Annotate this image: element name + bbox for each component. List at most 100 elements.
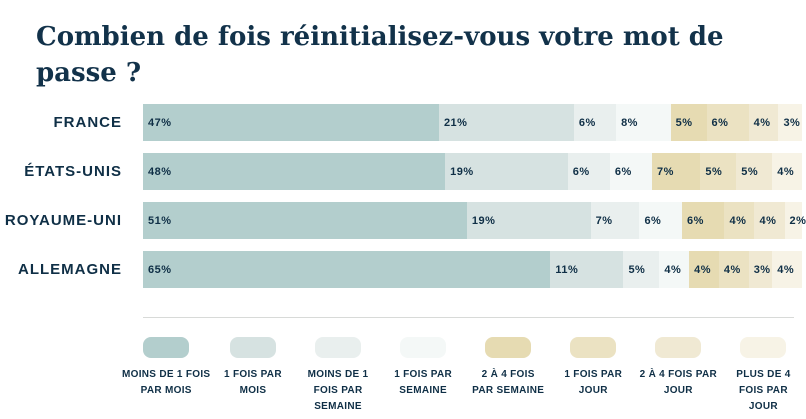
bar-segment: 3% xyxy=(778,104,802,141)
legend-label: MOINS DE 1 FOIS PAR MOIS xyxy=(122,369,211,396)
bar-segment: 5% xyxy=(700,153,737,190)
segment-value-label: 4% xyxy=(723,263,741,276)
legend-swatch xyxy=(570,337,617,358)
row-bar: 47% 21% 6% 8% 5% 6% 4% 3% xyxy=(143,104,802,141)
bar-segment: 5% xyxy=(623,251,660,288)
segment-value-label: 5% xyxy=(741,165,759,178)
segment-value-label: 6% xyxy=(644,214,662,227)
bar-segment: 6% xyxy=(681,202,725,239)
segment-value-label: 47% xyxy=(148,116,172,129)
legend-swatch xyxy=(229,337,276,358)
bar-segment: 5% xyxy=(670,104,707,141)
bar-segment: 5% xyxy=(736,153,773,190)
bar-segment: 6% xyxy=(573,104,617,141)
bar-segment: 4% xyxy=(772,153,803,190)
chart-rows: FRANCE 47% 21% 6% 8% 5% 6% 4% 3% ÉTATS-UNIS 48% 19%… xyxy=(0,104,806,288)
segment-value-label: 6% xyxy=(711,116,729,129)
row-bar: 65% 11% 5% 4% 4% 4% 3% 4% xyxy=(143,251,803,288)
legend-item: 1 FOIS PAR MOIS xyxy=(210,337,295,415)
row-bar: 51% 19% 7% 6% 6% 4% 4% 2% xyxy=(143,202,806,239)
legend-swatch xyxy=(740,337,787,358)
bar-segment: 7% xyxy=(590,202,640,239)
legend-label: 1 FOIS PAR MOIS xyxy=(224,369,282,396)
segment-value-label: 19% xyxy=(471,214,496,227)
chart-row: ROYAUME-UNI 51% 19% 7% 6% 6% 4% 4% 2% xyxy=(0,202,806,239)
bar-segment: 4% xyxy=(659,251,690,288)
bar-segment: 6% xyxy=(609,153,653,190)
row-label: ÉTATS-UNIS xyxy=(24,163,122,180)
row-bar: 48% 19% 6% 6% 7% 5% 5% 4% xyxy=(143,153,803,190)
legend-swatch xyxy=(143,337,190,358)
bar-segment: 11% xyxy=(550,251,624,288)
legend-label: 1 FOIS PAR JOUR xyxy=(564,369,623,396)
segment-value-label: 48% xyxy=(148,165,172,178)
bar-segment: 4% xyxy=(724,202,755,239)
bar-segment: 19% xyxy=(466,202,591,239)
segment-value-label: 3% xyxy=(783,116,801,129)
bar-segment: 4% xyxy=(748,104,779,141)
legend-item: 2 À 4 FOIS PAR JOUR xyxy=(636,337,721,415)
segment-value-label: 21% xyxy=(443,116,468,129)
legend-item: PLUS DE 4 FOIS PAR JOUR xyxy=(721,337,806,415)
segment-value-label: 5% xyxy=(628,263,646,276)
segment-value-label: 7% xyxy=(595,214,613,227)
bar-segment: 19% xyxy=(445,153,568,190)
bar-segment: 48% xyxy=(143,153,446,190)
bar-segment: 4% xyxy=(754,202,785,239)
legend-item: 1 FOIS PAR SEMAINE xyxy=(381,337,466,415)
legend-label: 2 À 4 FOIS PAR JOUR xyxy=(639,369,718,396)
legend-swatch xyxy=(485,337,532,358)
legend: MOINS DE 1 FOIS PAR MOIS 1 FOIS PAR MOIS MOI… xyxy=(122,337,806,415)
segment-value-label: 11% xyxy=(555,263,579,276)
bar-segment: 51% xyxy=(143,202,467,239)
legend-item: 2 À 4 FOIS PAR SEMAINE xyxy=(466,337,551,415)
bar-segment: 65% xyxy=(143,251,551,288)
segment-value-label: 4% xyxy=(777,165,795,178)
legend-divider xyxy=(143,317,794,318)
bar-segment: 3% xyxy=(748,251,773,288)
legend-item: MOINS DE 1 FOIS PAR MOIS xyxy=(122,337,210,415)
row-label: ROYAUME-UNI xyxy=(4,212,122,229)
row-label: ALLEMAGNE xyxy=(18,261,122,278)
segment-value-label: 3% xyxy=(753,263,771,276)
bar-segment: 6% xyxy=(567,153,610,190)
legend-label: PLUS DE 4 FOIS PAR JOUR xyxy=(736,369,791,412)
segment-value-label: 7% xyxy=(657,165,674,178)
bar-segment: 4% xyxy=(689,251,719,288)
segment-value-label: 4% xyxy=(729,214,747,227)
legend-label: 1 FOIS PAR SEMAINE xyxy=(394,369,453,396)
row-label: FRANCE xyxy=(53,114,122,131)
segment-value-label: 4% xyxy=(694,263,712,276)
bar-segment: 47% xyxy=(143,104,439,141)
legend-label: 2 À 4 FOIS PAR SEMAINE xyxy=(472,369,545,396)
legend-item: 1 FOIS PAR JOUR xyxy=(551,337,636,415)
segment-value-label: 51% xyxy=(148,214,172,227)
segment-value-label: 6% xyxy=(686,214,704,227)
legend-swatch xyxy=(400,337,447,358)
legend-label: MOINS DE 1 FOIS PAR SEMAINE xyxy=(307,369,369,412)
chart-row: ÉTATS-UNIS 48% 19% 6% 6% 7% 5% 5% 4% xyxy=(0,153,803,190)
segment-value-label: 5% xyxy=(675,116,693,129)
bar-segment: 21% xyxy=(438,104,574,141)
bar-segment: 4% xyxy=(718,251,749,288)
segment-value-label: 4% xyxy=(753,116,771,129)
bar-segment: 6% xyxy=(706,104,749,141)
legend-swatch xyxy=(655,337,702,358)
segment-value-label: 65% xyxy=(148,263,172,276)
segment-value-label: 2% xyxy=(789,214,806,227)
bar-segment: 4% xyxy=(772,251,803,288)
segment-value-label: 5% xyxy=(705,165,723,178)
legend-swatch xyxy=(315,337,362,358)
chart-row: ALLEMAGNE 65% 11% 5% 4% 4% 4% 3% 4% xyxy=(0,251,803,288)
bar-segment: 8% xyxy=(616,104,671,141)
segment-value-label: 6% xyxy=(572,165,590,178)
legend-item: MOINS DE 1 FOIS PAR SEMAINE xyxy=(295,337,380,415)
segment-value-label: 4% xyxy=(759,214,777,227)
segment-value-label: 4% xyxy=(777,263,795,276)
chart-row: FRANCE 47% 21% 6% 8% 5% 6% 4% 3% xyxy=(0,104,802,141)
segment-value-label: 6% xyxy=(578,116,596,129)
segment-value-label: 8% xyxy=(621,116,638,129)
page-title: Combien de fois réinitialisez-vous votre… xyxy=(36,22,724,89)
bar-segment: 2% xyxy=(784,202,806,239)
segment-value-label: 19% xyxy=(450,165,474,178)
